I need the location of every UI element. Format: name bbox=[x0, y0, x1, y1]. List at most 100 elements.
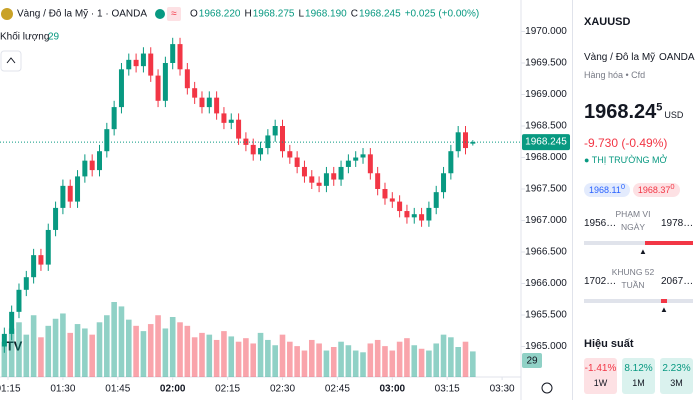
symbol-name[interactable]: Vàng / Đô la Mỹ bbox=[584, 52, 656, 63]
y-tick-label: 1966.500 bbox=[525, 247, 567, 258]
status-dot[interactable] bbox=[155, 9, 165, 19]
year-high: 2067… bbox=[661, 276, 694, 287]
volume-bar bbox=[140, 331, 147, 377]
y-tick-label: 1967.000 bbox=[525, 215, 567, 226]
category: Hàng hóa • Cfd bbox=[584, 70, 646, 80]
candle-body bbox=[206, 97, 212, 108]
volume-bar bbox=[345, 345, 352, 377]
y-tick-label: 1965.500 bbox=[525, 310, 567, 321]
settings-button[interactable] bbox=[541, 382, 553, 394]
volume-bar bbox=[455, 347, 461, 377]
perf-box[interactable]: 2.23% 3M bbox=[660, 358, 693, 394]
candle-body bbox=[16, 289, 22, 312]
volume-bar bbox=[184, 325, 191, 377]
candle-body bbox=[221, 113, 227, 123]
price-change: -9.730 (-0.49%) bbox=[584, 136, 668, 150]
volume-bar bbox=[118, 306, 125, 377]
tv-logo[interactable] bbox=[1, 334, 27, 360]
candle-body bbox=[9, 311, 15, 334]
volume-value: 29 bbox=[48, 32, 60, 43]
last-price-label: 1968.245 bbox=[525, 137, 567, 148]
candle-body bbox=[89, 160, 95, 171]
volume-bar bbox=[396, 341, 403, 377]
ohlc-value: 1968.220 bbox=[199, 9, 241, 20]
candle-body bbox=[419, 214, 425, 221]
volume-bar bbox=[1, 341, 8, 377]
volume-bar bbox=[147, 324, 154, 377]
volume-bar bbox=[96, 322, 103, 377]
volume-bar bbox=[323, 350, 330, 377]
perf-value: 8.12% bbox=[624, 363, 653, 374]
volume-bar bbox=[250, 343, 257, 377]
candle-body bbox=[38, 255, 44, 265]
candle-body bbox=[192, 88, 198, 98]
day-low: 1956… bbox=[584, 218, 617, 229]
volume-bar bbox=[418, 348, 425, 377]
perf-value: -1.41% bbox=[584, 363, 617, 374]
candle-body bbox=[345, 160, 351, 167]
candle-body bbox=[360, 154, 366, 158]
candle-body bbox=[82, 160, 88, 177]
volume-bar bbox=[279, 334, 286, 377]
candle-body bbox=[426, 207, 432, 221]
price-sup: 5 bbox=[656, 101, 663, 114]
y-tick-label: 1967.500 bbox=[525, 184, 567, 195]
perf-box[interactable]: -1.41% 1W bbox=[584, 358, 617, 394]
candle-body bbox=[104, 129, 110, 152]
collapse-button[interactable] bbox=[0, 50, 22, 72]
bid: 1968.110 bbox=[584, 182, 631, 197]
ohlc-name: H bbox=[245, 9, 252, 20]
volume-bar bbox=[411, 345, 418, 377]
volume-tag bbox=[522, 353, 542, 368]
volume-bar bbox=[257, 332, 264, 377]
candle-body bbox=[338, 166, 344, 180]
currency: USD bbox=[664, 110, 684, 120]
x-tick-label: 03:00 bbox=[380, 384, 406, 395]
volume-bar bbox=[265, 339, 271, 377]
volume-bar bbox=[16, 322, 22, 377]
candle-body bbox=[214, 97, 220, 114]
volume-bar bbox=[448, 337, 454, 377]
candle-body bbox=[53, 207, 59, 230]
year-low: 1702… bbox=[584, 276, 617, 287]
tv-logo-text[interactable]: TV bbox=[6, 338, 23, 353]
candle-body bbox=[470, 142, 476, 144]
ohlc-name: L bbox=[298, 9, 304, 20]
volume-bar bbox=[426, 350, 432, 377]
alert-icon[interactable]: ≈ bbox=[171, 9, 177, 20]
candle-body bbox=[309, 176, 315, 183]
candle-body bbox=[126, 59, 132, 70]
volume-bar bbox=[404, 338, 410, 377]
volume-bar bbox=[294, 346, 300, 377]
perf-period: 3M bbox=[670, 378, 683, 388]
candle-body bbox=[67, 185, 73, 202]
volume-bar bbox=[8, 328, 15, 377]
volume-bar bbox=[133, 325, 139, 377]
symbol: XAUUSD bbox=[584, 16, 631, 28]
price: 1968.245USD bbox=[584, 101, 683, 124]
last-price-tag bbox=[522, 134, 570, 151]
volume-tag-label: 29 bbox=[526, 356, 538, 367]
candle-body bbox=[258, 148, 264, 155]
volume-bar bbox=[89, 334, 95, 377]
x-tick-label: 03:30 bbox=[490, 384, 515, 395]
collapse-icon[interactable] bbox=[6, 57, 16, 64]
candle-body bbox=[31, 255, 37, 278]
volume-bar bbox=[155, 315, 161, 377]
candle-body bbox=[397, 201, 403, 212]
exchange: OANDA bbox=[659, 52, 695, 63]
symbol-icon bbox=[1, 8, 13, 20]
x-tick-label: 02:45 bbox=[325, 384, 350, 395]
perf-box[interactable]: 8.12% 1M bbox=[622, 358, 655, 394]
year-range-fill bbox=[661, 299, 667, 303]
candle-body bbox=[118, 69, 124, 108]
volume-bar bbox=[111, 302, 117, 377]
alert-button[interactable] bbox=[167, 7, 181, 21]
candle-body bbox=[236, 119, 242, 139]
volume-bar bbox=[162, 328, 169, 377]
volume-bar bbox=[352, 350, 359, 377]
perf-title: Hiệu suất bbox=[584, 338, 634, 350]
volume-bar bbox=[125, 319, 132, 377]
ohlc-value: 1968.190 bbox=[305, 9, 347, 20]
